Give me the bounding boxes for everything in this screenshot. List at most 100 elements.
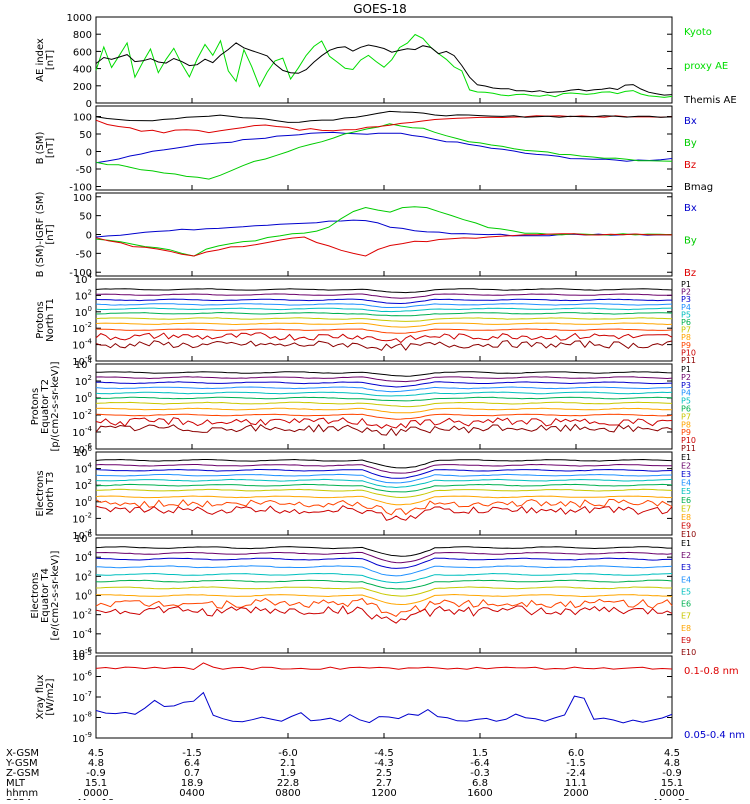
flux-channel-line <box>95 298 672 305</box>
y-tick-label: 400 <box>73 65 92 76</box>
y-tick-label: 100 <box>73 193 92 204</box>
legend-label: P7 <box>681 412 691 421</box>
legend-label: E3 <box>681 563 691 572</box>
flux-channel-line <box>95 505 673 521</box>
y-tick-label: 10-4 <box>72 627 92 641</box>
series-line <box>95 233 673 257</box>
y-tick-label: 106 <box>75 445 93 459</box>
ephemeris-value: 11.1 <box>565 778 587 789</box>
y-tick-label: 100 <box>75 495 92 509</box>
legend-label: Bz <box>684 268 696 279</box>
y-tick-label: 50 <box>79 212 92 223</box>
y-tick-label: 100 <box>75 305 92 319</box>
flux-channel-line <box>95 396 673 402</box>
legend-label: Themis AE <box>683 95 737 106</box>
y-tick-label: -100 <box>69 183 92 194</box>
y-tick-label: 800 <box>73 30 92 41</box>
legend-label: E1 <box>681 453 691 462</box>
ephemeris-value: -6.0 <box>278 748 298 759</box>
ephemeris-value: 4.8 <box>88 758 104 769</box>
flux-channel-line <box>95 376 673 383</box>
y-axis-label: B (SM)-IGRF (SM) <box>35 192 46 278</box>
legend-label: E1 <box>681 539 691 548</box>
flux-channel-line <box>95 463 672 474</box>
legend-label: Bx <box>684 116 697 127</box>
legend-label: Kyoto <box>684 27 712 38</box>
ephemeris-value: -4.3 <box>374 758 394 769</box>
ephemeris-value: 4.8 <box>664 758 680 769</box>
y-tick-label: -50 <box>76 165 92 176</box>
y-tick-label: 10-8 <box>72 711 92 725</box>
ephemeris-value: 18.9 <box>181 778 203 789</box>
flux-channel-line <box>95 322 673 328</box>
y-axis-label: Xray flux <box>35 675 46 720</box>
legend-label: E4 <box>681 575 691 584</box>
flux-channel-line <box>95 303 673 308</box>
ephemeris-value: 1200 <box>371 788 396 799</box>
legend-label: proxy AE <box>684 61 728 72</box>
legend-label: E10 <box>681 530 696 539</box>
flux-channel-line <box>95 473 673 484</box>
series-line <box>95 691 673 724</box>
y-tick-label: 104 <box>75 272 93 286</box>
y-axis-label: [W/m2] <box>45 678 56 715</box>
legend-label: P5 <box>681 397 691 406</box>
y-tick-label: 100 <box>75 589 92 603</box>
y-tick-label: -50 <box>76 249 92 260</box>
ephemeris-value: 2.7 <box>376 778 392 789</box>
flux-channel-line <box>95 417 673 429</box>
y-tick-label: 10-2 <box>72 608 92 622</box>
y-axis-label: Electrons <box>35 470 46 516</box>
ephemeris-row-label: hhmm <box>6 788 38 799</box>
ephemeris-value: -4.5 <box>374 748 394 759</box>
flux-channel-line <box>95 468 673 479</box>
legend-label: E6 <box>681 496 691 505</box>
flux-channel-line <box>95 557 672 569</box>
legend-label: E8 <box>681 624 691 633</box>
flux-channel-line <box>95 572 673 584</box>
y-axis-label: Equator T4 <box>40 568 51 623</box>
legend-label: E5 <box>681 587 691 596</box>
legend-label: P2 <box>681 373 691 382</box>
legend-label: By <box>684 138 697 149</box>
ephemeris-value: 1.9 <box>280 768 296 779</box>
legend-label: P7 <box>681 326 691 335</box>
flux-channel-line <box>95 423 673 437</box>
ephemeris-value: -1.5 <box>182 748 202 759</box>
legend-label: P2 <box>681 288 691 297</box>
flux-channel-line <box>95 293 673 299</box>
flux-channel-line <box>95 579 673 590</box>
legend-label: E5 <box>681 487 691 496</box>
series-line <box>95 206 673 257</box>
ephemeris-value: 2000 <box>563 788 588 799</box>
legend-label: 0.1-0.8 nm <box>684 666 739 677</box>
ephemeris-value: -0.3 <box>470 768 490 779</box>
flux-channel-line <box>95 311 673 317</box>
ephemeris-value: 0800 <box>275 788 300 799</box>
y-tick-label: 104 <box>75 357 93 371</box>
ephemeris-value: 15.1 <box>85 778 107 789</box>
ephemeris-value: -0.9 <box>662 768 682 779</box>
flux-channel-line <box>95 288 673 294</box>
legend-label: E9 <box>681 636 691 645</box>
flux-channel-line <box>95 586 672 597</box>
y-axis-label: Electrons <box>30 572 41 618</box>
flux-channel-line <box>95 413 673 420</box>
y-tick-label: 102 <box>75 374 92 388</box>
legend-label: E10 <box>681 648 696 657</box>
y-tick-label: -100 <box>69 268 92 279</box>
y-axis-label: North T3 <box>45 472 56 516</box>
y-tick-label: 10-9 <box>72 731 92 745</box>
legend-label: P3 <box>681 295 691 304</box>
legend-label: P6 <box>681 318 691 327</box>
ephemeris-value: 2.1 <box>280 758 296 769</box>
y-tick-label: 104 <box>75 550 93 564</box>
y-tick-label: 10-4 <box>72 528 92 542</box>
legend-label: P6 <box>681 405 691 414</box>
ephemeris-value: 4.5 <box>664 748 680 759</box>
y-axis-label: North T1 <box>45 298 56 342</box>
legend-label: Bx <box>684 203 697 214</box>
legend-label: P1 <box>681 365 691 374</box>
legend-label: By <box>684 236 697 247</box>
flux-channel-line <box>95 401 673 408</box>
